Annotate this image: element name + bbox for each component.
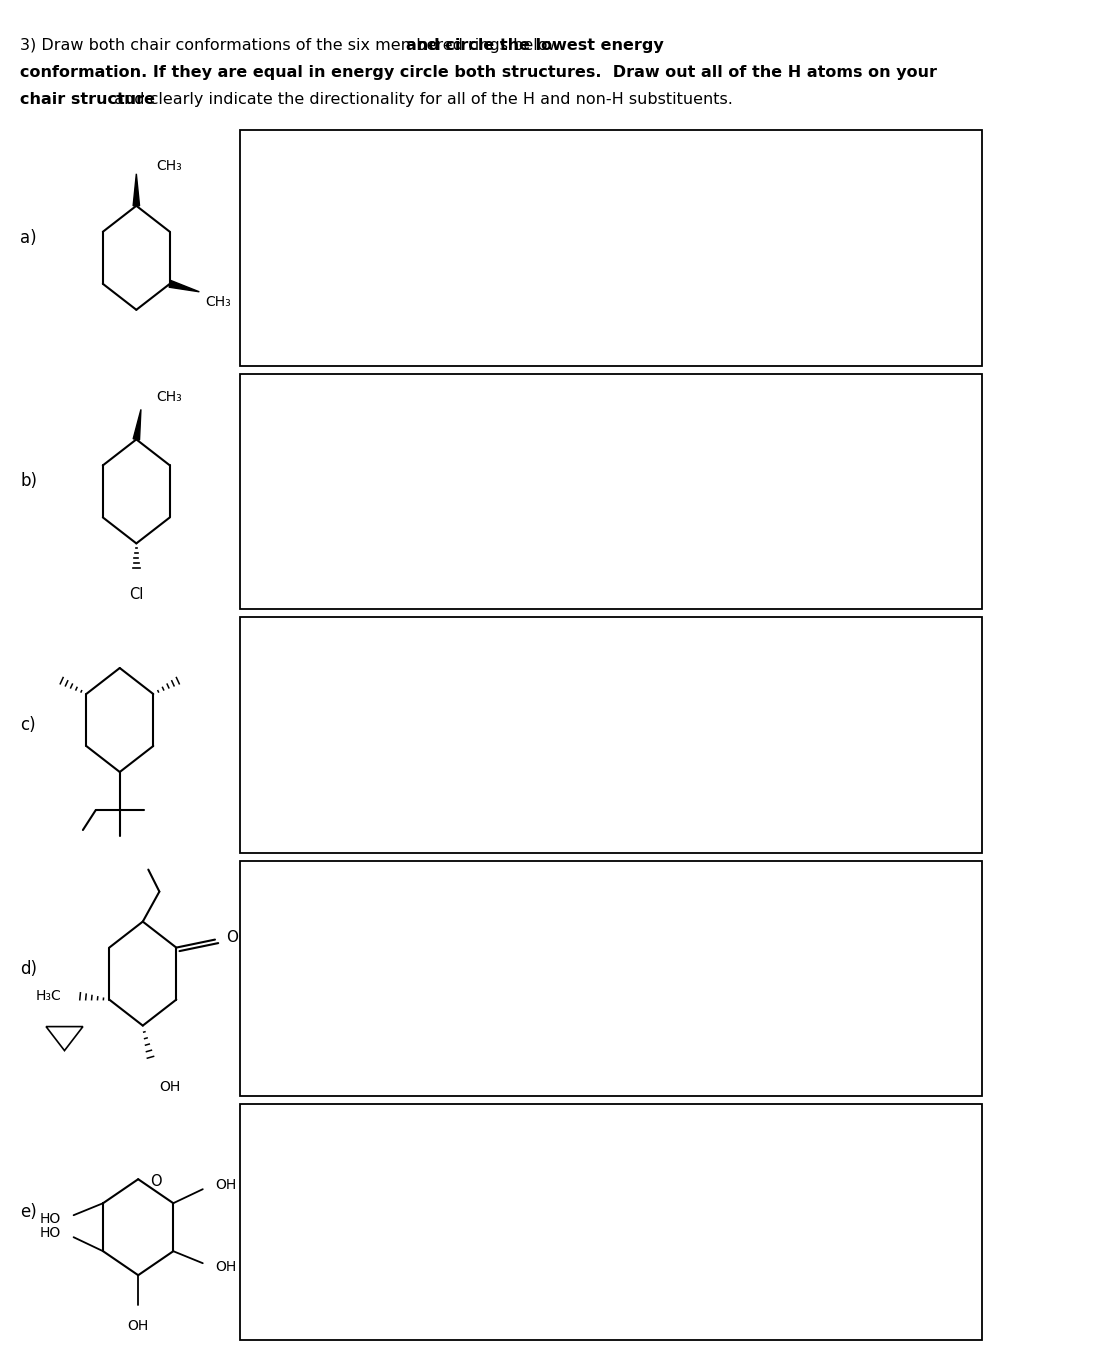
Text: conformation. If they are equal in energy circle both structures.  Draw out all : conformation. If they are equal in energ… [21,65,938,80]
Polygon shape [133,174,140,205]
Bar [240,1104,982,1341]
Bar [240,374,982,609]
Bar [240,617,982,853]
Polygon shape [133,409,141,440]
Bar [240,130,982,366]
Text: c): c) [21,716,36,734]
Text: O: O [150,1173,162,1189]
Text: b): b) [21,472,37,490]
Bar [240,861,982,1096]
Text: 3) Draw both chair conformations of the six membered rings below: 3) Draw both chair conformations of the … [21,38,566,53]
Text: Cl: Cl [129,587,143,602]
Text: and clearly indicate the directionality for all of the H and non-H substituents.: and clearly indicate the directionality … [109,92,733,107]
Text: HO: HO [39,1226,60,1241]
Text: d): d) [21,960,37,977]
Polygon shape [170,281,199,292]
Text: a): a) [21,228,37,247]
Text: OH: OH [216,1179,237,1192]
Text: OH: OH [128,1319,149,1334]
Text: O: O [226,930,238,945]
Text: CH₃: CH₃ [156,159,183,173]
Text: e): e) [21,1203,37,1222]
Text: CH₃: CH₃ [156,390,183,405]
Text: HO: HO [39,1212,60,1226]
Text: chair structure: chair structure [21,92,155,107]
Text: and circle the lowest energy: and circle the lowest energy [407,38,664,53]
Text: OH: OH [160,1080,181,1094]
Text: H₃C: H₃C [36,988,61,1003]
Text: CH₃: CH₃ [205,294,231,309]
Text: OH: OH [216,1260,237,1274]
